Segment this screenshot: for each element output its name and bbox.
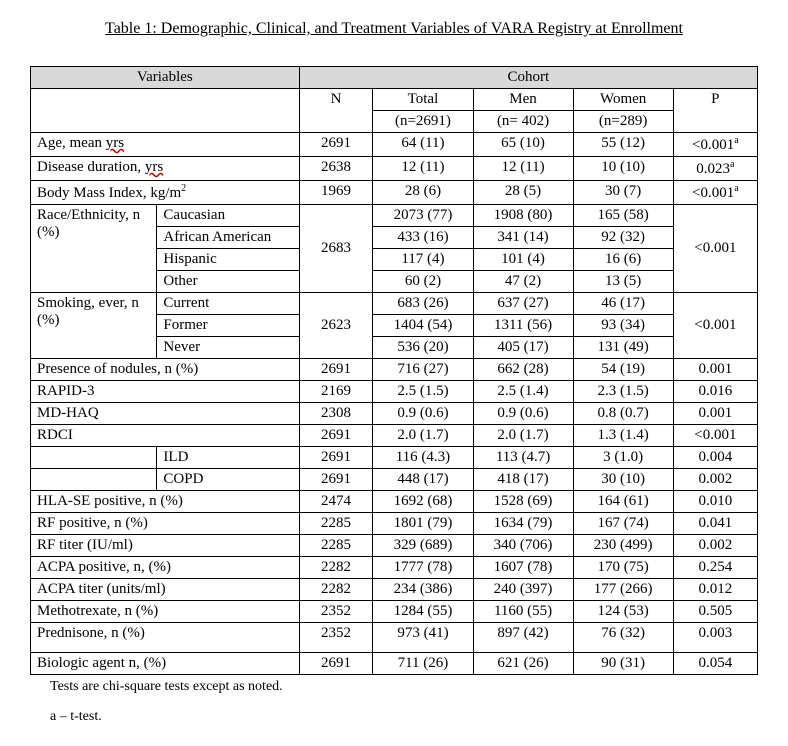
hdr-total: Total (373, 89, 473, 111)
hdr-variables: Variables (31, 67, 300, 89)
label-aa: African American (157, 227, 299, 249)
row-acpapos: ACPA positive, n, (%) 2282 1777 (78) 160… (31, 557, 758, 579)
footnote-2: a – t-test. (50, 709, 758, 725)
row-mdhaq: MD-HAQ 2308 0.9 (0.6) 0.9 (0.6) 0.8 (0.7… (31, 403, 758, 425)
hdr-n: N (299, 89, 373, 133)
row-bmi: Body Mass Index, kg/m2 1969 28 (6) 28 (5… (31, 181, 758, 205)
row-mtx: Methotrexate, n (%) 2352 1284 (55) 1160 … (31, 601, 758, 623)
label-caucasian: Caucasian (157, 205, 299, 227)
row-copd: COPD 2691 448 (17) 418 (17) 30 (10) 0.00… (31, 469, 758, 491)
label-former: Former (157, 315, 299, 337)
label-other: Other (157, 271, 299, 293)
hdr-total-sub: (n=2691) (373, 111, 473, 133)
row-rfpos: RF positive, n (%) 2285 1801 (79) 1634 (… (31, 513, 758, 535)
table-title: Table 1: Demographic, Clinical, and Trea… (30, 20, 758, 38)
row-duration: Disease duration, yrs 2638 12 (11) 12 (1… (31, 157, 758, 181)
header-row-2: N Total Men Women P (31, 89, 758, 111)
data-table: Variables Cohort N Total Men Women P (n=… (30, 66, 758, 675)
row-biologic: Biologic agent n, (%) 2691 711 (26) 621 … (31, 653, 758, 675)
hdr-men-sub: (n= 402) (473, 111, 573, 133)
row-age: Age, mean yrs 2691 64 (11) 65 (10) 55 (1… (31, 133, 758, 157)
row-acpatiter: ACPA titer (units/ml) 2282 234 (386) 240… (31, 579, 758, 601)
header-row-1: Variables Cohort (31, 67, 758, 89)
hdr-women: Women (573, 89, 673, 111)
row-hla: HLA-SE positive, n (%) 2474 1692 (68) 15… (31, 491, 758, 513)
row-prednisone: Prednisone, n (%) 2352 973 (41) 897 (42)… (31, 623, 758, 653)
hdr-blank (31, 89, 300, 133)
label-bmi: Body Mass Index, kg/m2 (31, 181, 300, 205)
label-current: Current (157, 293, 299, 315)
label-hispanic: Hispanic (157, 249, 299, 271)
row-ild: ILD 2691 116 (4.3) 113 (4.7) 3 (1.0) 0.0… (31, 447, 758, 469)
row-rapid3: RAPID-3 2169 2.5 (1.5) 2.5 (1.4) 2.3 (1.… (31, 381, 758, 403)
row-smoke-current: Smoking, ever, n (%) Current 2623 683 (2… (31, 293, 758, 315)
label-race-group: Race/Ethnicity, n (%) (31, 205, 157, 293)
hdr-men: Men (473, 89, 573, 111)
footnote-1: Tests are chi-square tests except as not… (50, 679, 758, 695)
label-smoke-group: Smoking, ever, n (%) (31, 293, 157, 359)
hdr-women-sub: (n=289) (573, 111, 673, 133)
row-rdci: RDCI 2691 2.0 (1.7) 2.0 (1.7) 1.3 (1.4) … (31, 425, 758, 447)
row-rftiter: RF titer (IU/ml) 2285 329 (689) 340 (706… (31, 535, 758, 557)
row-nodules: Presence of nodules, n (%) 2691 716 (27)… (31, 359, 758, 381)
hdr-cohort: Cohort (299, 67, 757, 89)
label-duration: Disease duration, yrs (31, 157, 300, 181)
label-age: Age, mean yrs (31, 133, 300, 157)
label-never: Never (157, 337, 299, 359)
row-race-cauc: Race/Ethnicity, n (%) Caucasian 2683 207… (31, 205, 758, 227)
hdr-p: P (673, 89, 757, 133)
